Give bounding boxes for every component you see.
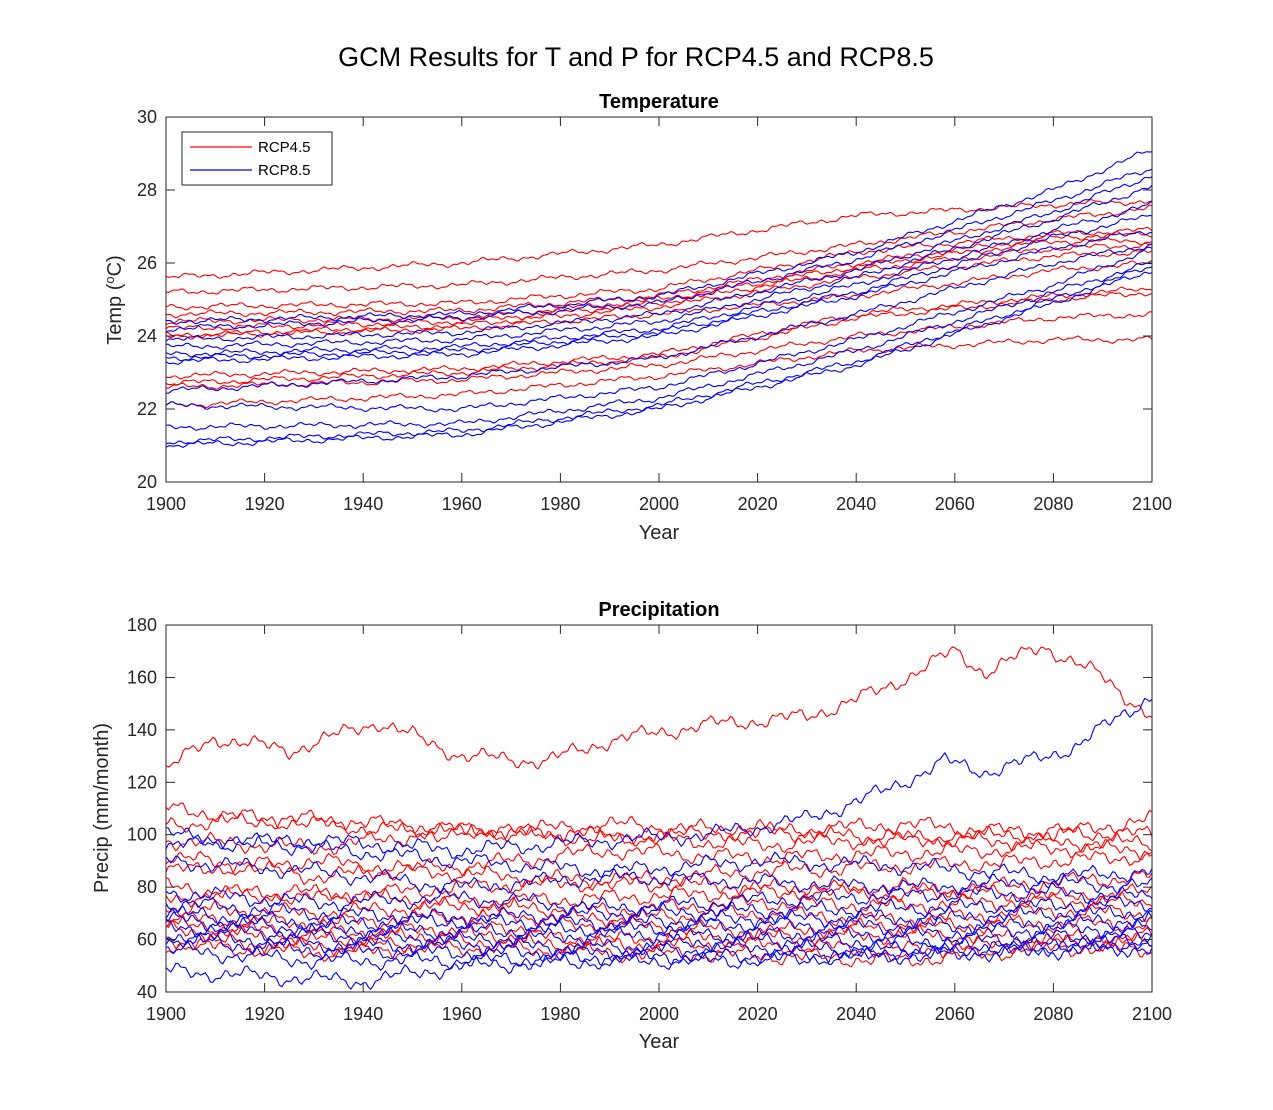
precipitation-series-rcp85-23	[165, 932, 1153, 963]
temperature-y-tick-label: 22	[137, 399, 157, 419]
temperature-x-ticks: 1900 1920 1940 1960 1980 2000 2020 2040 2060 2080…	[146, 117, 1172, 514]
precipitation-series-group	[165, 646, 1153, 991]
temperature-x-tick-label: 2000	[639, 494, 679, 514]
precipitation-x-tick-label: 2000	[639, 1004, 679, 1024]
precipitation-series-rcp85-16	[165, 855, 1153, 895]
temperature-series-rcp45-0	[165, 198, 1153, 279]
temperature-y-axis-label: Temp (oC)	[102, 255, 126, 344]
temperature-x-tick-label: 1980	[540, 494, 580, 514]
precipitation-series-rcp45-4	[165, 838, 1153, 886]
temperature-series-rcp85-14	[165, 176, 1153, 342]
temperature-series-rcp85-13	[165, 168, 1153, 333]
temperature-legend: RCP4.5 RCP8.5	[181, 131, 333, 186]
legend-label-rcp85: RCP8.5	[258, 162, 311, 179]
precipitation-y-tick-label: 160	[127, 667, 157, 687]
precipitation-y-axis-label: Precip (mm/month)	[91, 723, 113, 893]
legend-label-rcp45: RCP4.5	[258, 139, 311, 156]
temperature-series-rcp45-10	[165, 311, 1153, 390]
temperature-series-rcp85-21	[165, 262, 1153, 431]
precipitation-x-tick-label: 1960	[442, 1004, 482, 1024]
precipitation-series-rcp45-13	[165, 937, 1153, 968]
temperature-x-tick-label: 2060	[935, 494, 975, 514]
temperature-series-rcp85-19	[165, 243, 1153, 394]
precipitation-series-rcp85-24	[165, 938, 1153, 972]
temperature-x-tick-label: 1920	[245, 494, 285, 514]
precipitation-series-rcp85-18	[165, 895, 1153, 929]
precipitation-y-tick-label: 180	[127, 615, 157, 635]
legend-box	[181, 131, 333, 186]
temperature-y-tick-label: 30	[137, 107, 157, 127]
precipitation-panel: Precipitation 1900 1920 1940 1960 1980 2000 20…	[91, 599, 1172, 1053]
temperature-x-tick-label: 2100	[1132, 494, 1172, 514]
precipitation-series-rcp85-14	[165, 697, 1153, 859]
temperature-y-tick-label: 24	[137, 326, 157, 346]
precipitation-x-tick-label: 2040	[836, 1004, 876, 1024]
temperature-x-tick-label: 1900	[146, 494, 186, 514]
temperature-x-tick-label: 2080	[1033, 494, 1073, 514]
precipitation-x-tick-label: 1980	[540, 1004, 580, 1024]
temperature-y-tick-label: 20	[137, 472, 157, 492]
temperature-series-rcp45-11	[165, 335, 1153, 409]
temperature-series-rcp85-15	[165, 184, 1153, 350]
precipitation-title: Precipitation	[598, 599, 719, 621]
temperature-x-axis-label: Year	[639, 522, 680, 544]
temperature-series-rcp45-6	[165, 249, 1153, 339]
precipitation-y-tick-label: 40	[137, 982, 157, 1002]
temperature-series-rcp85-23	[165, 271, 1153, 449]
temperature-series-rcp45-3	[165, 231, 1153, 319]
precipitation-x-ticks: 1900 1920 1940 1960 1980 2000 2020 2040 2060 2080…	[146, 625, 1172, 1024]
temperature-series-rcp85-22	[165, 266, 1153, 445]
temperature-title: Temperature	[599, 91, 719, 113]
temperature-series-rcp85-17	[165, 214, 1153, 362]
precipitation-series-rcp85-20	[165, 908, 1153, 942]
precipitation-series-rcp45-11	[165, 919, 1153, 950]
precipitation-y-tick-label: 60	[137, 930, 157, 950]
temperature-x-tick-label: 2040	[836, 494, 876, 514]
temperature-series-group	[165, 151, 1153, 449]
temperature-y-ticks: 20 22 24 26 28 30	[137, 107, 1152, 492]
temperature-series-rcp85-16	[165, 200, 1153, 358]
temperature-series-rcp85-20	[165, 246, 1153, 413]
precipitation-x-tick-label: 2060	[935, 1004, 975, 1024]
figure-title: GCM Results for T and P for RCP4.5 and R…	[338, 42, 934, 72]
precipitation-axes-box	[165, 624, 1153, 993]
temperature-series-rcp45-1	[165, 204, 1153, 295]
precipitation-series-rcp45-7	[165, 876, 1153, 911]
precipitation-x-tick-label: 2080	[1033, 1004, 1073, 1024]
precipitation-y-tick-label: 80	[137, 877, 157, 897]
temperature-x-tick-label: 2020	[738, 494, 778, 514]
precipitation-series-rcp45-1	[165, 802, 1153, 843]
precipitation-series-rcp85-15	[165, 826, 1153, 886]
temperature-x-tick-label: 1940	[343, 494, 383, 514]
temperature-series-rcp45-2	[165, 226, 1153, 311]
precipitation-series-rcp85-21	[165, 918, 1153, 950]
precipitation-x-tick-label: 1940	[343, 1004, 383, 1024]
temperature-series-rcp45-4	[165, 236, 1153, 326]
precipitation-series-rcp45-3	[165, 822, 1153, 856]
precipitation-y-ticks: 40 60 80 100 120 140 160 180	[127, 615, 1152, 1002]
precipitation-x-tick-label: 1900	[146, 1004, 186, 1024]
precipitation-y-tick-label: 120	[127, 772, 157, 792]
precipitation-series-rcp85-25	[165, 934, 1153, 991]
temperature-x-tick-label: 1960	[442, 494, 482, 514]
precipitation-series-rcp45-2	[165, 809, 1153, 848]
precipitation-y-tick-label: 100	[127, 825, 157, 845]
temperature-panel: Temperature 1900 1920 1940 1960 1980 2000 2020…	[102, 91, 1172, 544]
temperature-series-rcp45-5	[165, 242, 1153, 331]
precipitation-series-rcp85-17	[165, 882, 1153, 917]
temperature-series-rcp85-18	[165, 230, 1153, 365]
precipitation-x-tick-label: 2100	[1132, 1004, 1172, 1024]
precipitation-series-rcp45-0	[165, 646, 1153, 770]
temperature-y-tick-label: 26	[137, 253, 157, 273]
precipitation-x-axis-label: Year	[639, 1031, 680, 1053]
precipitation-x-tick-label: 1920	[245, 1004, 285, 1024]
precipitation-x-tick-label: 2020	[738, 1004, 778, 1024]
temperature-series-rcp85-12	[165, 151, 1153, 325]
temperature-y-tick-label: 28	[137, 180, 157, 200]
precipitation-y-tick-label: 140	[127, 720, 157, 740]
precipitation-series-rcp85-22	[165, 925, 1153, 957]
precipitation-series-rcp45-9	[165, 903, 1153, 934]
